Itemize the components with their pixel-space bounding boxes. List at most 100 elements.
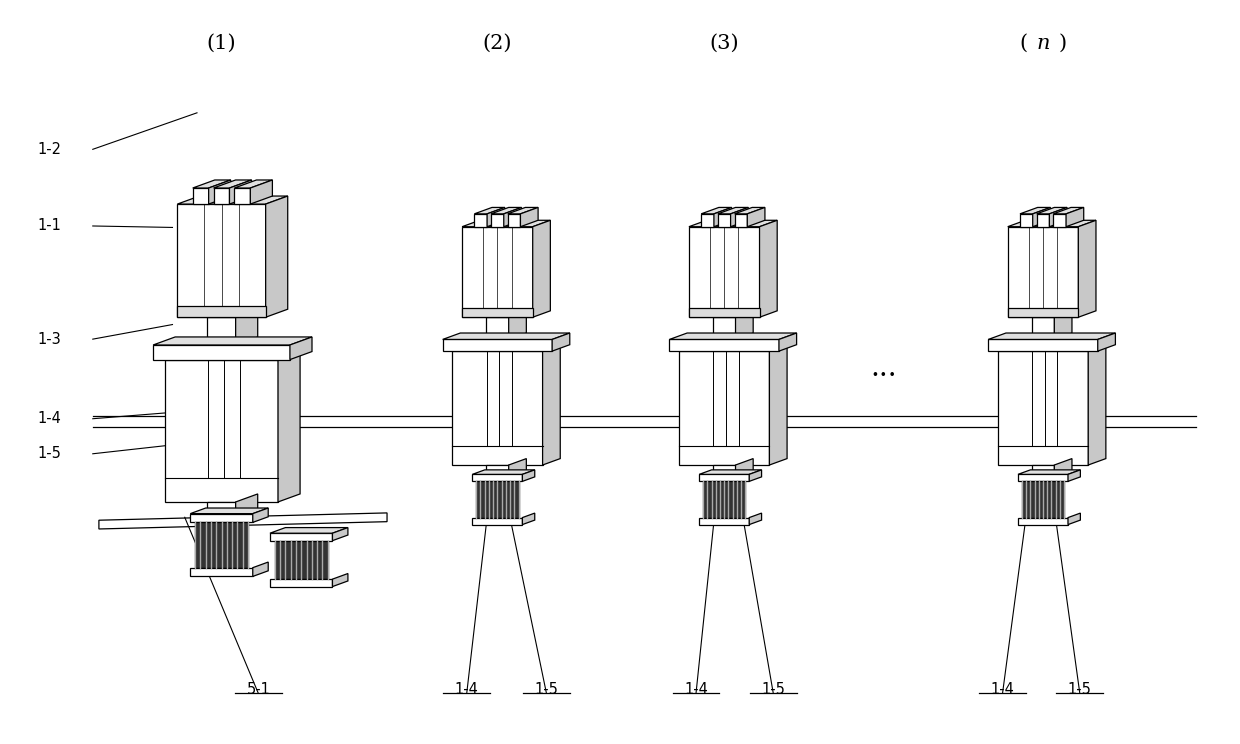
- Polygon shape: [213, 180, 252, 188]
- Polygon shape: [487, 208, 505, 227]
- Polygon shape: [234, 188, 250, 204]
- Polygon shape: [1089, 344, 1106, 465]
- Polygon shape: [1018, 475, 1068, 481]
- Polygon shape: [1018, 470, 1080, 475]
- Polygon shape: [472, 518, 522, 525]
- Polygon shape: [1068, 513, 1080, 525]
- Polygon shape: [533, 220, 551, 317]
- Polygon shape: [988, 333, 1116, 339]
- Text: 1-1: 1-1: [37, 219, 62, 234]
- Polygon shape: [213, 188, 229, 204]
- Text: 1-2: 1-2: [37, 142, 62, 157]
- Polygon shape: [1079, 220, 1096, 317]
- Text: (1): (1): [207, 34, 237, 53]
- Polygon shape: [1037, 208, 1068, 214]
- Polygon shape: [250, 180, 273, 204]
- Polygon shape: [508, 458, 526, 481]
- Polygon shape: [491, 208, 522, 214]
- Polygon shape: [503, 208, 522, 227]
- Polygon shape: [508, 311, 526, 339]
- Polygon shape: [270, 527, 348, 533]
- Polygon shape: [699, 475, 749, 481]
- Polygon shape: [1008, 308, 1079, 317]
- Polygon shape: [670, 333, 796, 339]
- Polygon shape: [278, 352, 300, 502]
- Polygon shape: [713, 317, 735, 339]
- Polygon shape: [701, 214, 714, 227]
- Polygon shape: [713, 465, 735, 481]
- Polygon shape: [507, 208, 538, 214]
- Text: 5-1: 5-1: [247, 682, 270, 697]
- Polygon shape: [192, 180, 231, 188]
- Polygon shape: [988, 339, 1097, 351]
- Polygon shape: [1032, 317, 1054, 339]
- Polygon shape: [1021, 214, 1033, 227]
- Polygon shape: [521, 208, 538, 227]
- Polygon shape: [689, 220, 777, 227]
- Polygon shape: [522, 470, 534, 481]
- Polygon shape: [332, 574, 348, 586]
- Polygon shape: [670, 339, 779, 351]
- Polygon shape: [463, 220, 551, 227]
- Polygon shape: [734, 214, 748, 227]
- Polygon shape: [153, 337, 312, 345]
- Polygon shape: [443, 333, 569, 339]
- Polygon shape: [190, 568, 253, 577]
- Polygon shape: [153, 345, 290, 359]
- Polygon shape: [1049, 208, 1068, 227]
- Polygon shape: [718, 214, 730, 227]
- Text: ...: ...: [870, 355, 897, 382]
- Polygon shape: [760, 220, 777, 317]
- Polygon shape: [253, 562, 268, 577]
- Polygon shape: [275, 541, 327, 579]
- Text: (3): (3): [709, 34, 739, 53]
- Polygon shape: [486, 465, 508, 481]
- Text: 1-4: 1-4: [455, 682, 479, 697]
- Text: 1-5: 1-5: [1068, 682, 1091, 697]
- Polygon shape: [195, 522, 248, 568]
- Polygon shape: [543, 344, 560, 465]
- Polygon shape: [475, 208, 505, 214]
- Polygon shape: [190, 513, 253, 522]
- Polygon shape: [1053, 214, 1066, 227]
- Polygon shape: [229, 180, 252, 204]
- Polygon shape: [236, 494, 258, 522]
- Polygon shape: [265, 196, 288, 317]
- Polygon shape: [165, 359, 278, 502]
- Polygon shape: [1054, 311, 1071, 339]
- Polygon shape: [177, 204, 265, 317]
- Polygon shape: [1068, 470, 1080, 481]
- Polygon shape: [270, 533, 332, 541]
- Text: 1-3: 1-3: [37, 332, 61, 347]
- Polygon shape: [207, 502, 236, 522]
- Polygon shape: [1033, 208, 1050, 227]
- Polygon shape: [1008, 227, 1079, 317]
- Polygon shape: [1066, 208, 1084, 227]
- Polygon shape: [472, 470, 534, 475]
- Polygon shape: [270, 579, 332, 586]
- Polygon shape: [1032, 465, 1054, 481]
- Polygon shape: [491, 214, 503, 227]
- Polygon shape: [1053, 208, 1084, 214]
- Polygon shape: [207, 317, 236, 345]
- Polygon shape: [177, 196, 288, 204]
- Polygon shape: [749, 470, 761, 481]
- Polygon shape: [1022, 481, 1064, 518]
- Polygon shape: [701, 208, 732, 214]
- Polygon shape: [1021, 208, 1050, 214]
- Text: 1-5: 1-5: [534, 682, 558, 697]
- Polygon shape: [769, 344, 787, 465]
- Polygon shape: [699, 470, 761, 475]
- Polygon shape: [192, 188, 208, 204]
- Polygon shape: [476, 481, 518, 518]
- Polygon shape: [730, 208, 748, 227]
- Polygon shape: [735, 311, 753, 339]
- Polygon shape: [748, 208, 765, 227]
- Polygon shape: [703, 481, 745, 518]
- Polygon shape: [234, 180, 273, 188]
- Text: ): ): [1059, 34, 1066, 53]
- Polygon shape: [1054, 458, 1071, 481]
- Polygon shape: [463, 227, 533, 317]
- Polygon shape: [718, 208, 748, 214]
- Polygon shape: [443, 339, 552, 351]
